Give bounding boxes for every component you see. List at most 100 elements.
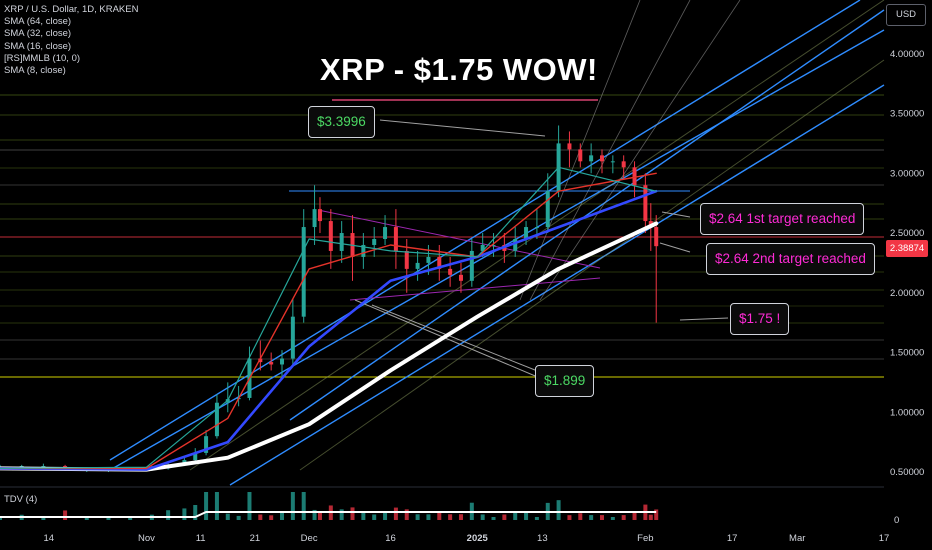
candle xyxy=(534,227,539,229)
volume-bar xyxy=(567,515,572,520)
volume-bar xyxy=(312,509,317,520)
volume-bar xyxy=(578,513,583,520)
candle xyxy=(567,143,572,150)
candle xyxy=(312,209,317,228)
callout-high: $3.3996 xyxy=(308,106,375,138)
volume-bar xyxy=(491,517,496,520)
candle xyxy=(372,239,377,245)
callout-connector xyxy=(679,317,729,321)
legend-sma32[interactable]: SMA (32, close) xyxy=(4,28,72,40)
sma-line xyxy=(0,221,659,472)
volume-bar xyxy=(556,500,561,520)
candle xyxy=(632,167,637,186)
moving-averages xyxy=(0,166,659,472)
callout-connector xyxy=(659,242,691,253)
volume-bar xyxy=(513,511,518,520)
candle xyxy=(545,191,550,228)
callout-target2: $2.64 2nd target reached xyxy=(706,243,875,275)
candle xyxy=(204,436,209,453)
volume-bar xyxy=(480,514,485,520)
volume-bar xyxy=(84,517,89,520)
trend-channel-line xyxy=(109,0,861,461)
candle xyxy=(599,155,604,162)
callout-connectors xyxy=(354,119,729,379)
candle xyxy=(621,161,626,168)
candle xyxy=(415,262,420,269)
candle xyxy=(524,227,529,239)
legend-sma64[interactable]: SMA (64, close) xyxy=(4,16,72,28)
candle xyxy=(458,274,463,281)
volume-bar xyxy=(610,517,615,520)
time-tick-label: 17 xyxy=(879,533,890,544)
candles xyxy=(0,125,659,473)
wedge-line xyxy=(317,209,601,269)
volume-bar xyxy=(236,515,241,520)
time-axis: 14 Nov 11 21 Dec 16 2025 13 Feb 17 Mar 17 xyxy=(44,533,890,544)
volume-bar xyxy=(214,492,219,520)
sma-line xyxy=(0,166,657,469)
volume-bar xyxy=(426,514,431,520)
volume-bar xyxy=(534,517,539,520)
legend-mmlb[interactable]: [RS]MMLB (10, 0) xyxy=(4,52,81,64)
candle xyxy=(193,452,198,461)
candle xyxy=(448,268,453,275)
candle xyxy=(437,256,442,269)
candle xyxy=(301,227,306,317)
legend-sma16[interactable]: SMA (16, close) xyxy=(4,40,72,52)
time-tick-label: Dec xyxy=(301,533,318,544)
volume-bar xyxy=(502,514,507,520)
volume-bar xyxy=(182,508,187,520)
candle xyxy=(610,161,615,163)
volume-bar xyxy=(193,505,198,520)
candle xyxy=(214,402,219,437)
fan-line xyxy=(529,0,691,301)
volume-bar xyxy=(621,515,626,520)
candle xyxy=(513,239,518,251)
trend-channel-line xyxy=(229,84,885,486)
volume-bar xyxy=(63,510,68,520)
time-tick-label: 16 xyxy=(385,533,396,544)
volume-bar xyxy=(404,509,409,520)
volume-bar xyxy=(258,514,263,520)
currency-button[interactable]: USD xyxy=(886,4,926,26)
price-tick-label: 3.00000 xyxy=(890,168,924,179)
callout-connector xyxy=(661,211,691,218)
wedge-line xyxy=(349,277,601,301)
candle xyxy=(361,244,366,257)
volume-bars xyxy=(0,486,884,520)
volume-bar xyxy=(589,515,594,520)
volume-bar xyxy=(599,515,604,520)
legend-symbol[interactable]: XRP / U.S. Dollar, 1D, KRAKEN xyxy=(4,4,139,15)
legend-sma8[interactable]: SMA (8, close) xyxy=(4,65,66,77)
indicator-legend: XRP / U.S. Dollar, 1D, KRAKEN SMA (64, c… xyxy=(4,4,138,77)
price-tick-label: 4.00000 xyxy=(890,49,924,60)
volume-bar xyxy=(648,514,653,520)
price-tick-label: 1.50000 xyxy=(890,348,924,359)
callout-low: $1.899 xyxy=(535,365,595,397)
candle xyxy=(269,362,274,365)
candle xyxy=(578,149,583,162)
volume-bar xyxy=(225,513,230,520)
price-tick-label: 2.50000 xyxy=(890,228,924,239)
volume-bar xyxy=(41,517,46,520)
volume-bar xyxy=(280,512,285,520)
volume-bar xyxy=(350,507,355,520)
volume-bar xyxy=(632,511,637,520)
price-axis: 0 4.00000 3.50000 3.00000 2.50000 2.00000 1.50… xyxy=(890,49,924,526)
candle xyxy=(654,227,659,247)
time-tick-label: Feb xyxy=(637,533,653,544)
volume-bar xyxy=(301,492,306,520)
candle xyxy=(491,244,496,246)
volume-bar xyxy=(269,515,274,520)
tdv-label: TDV (4) xyxy=(4,494,38,505)
candle xyxy=(328,221,333,251)
volume-bar xyxy=(458,514,463,520)
time-tick-label: 14 xyxy=(44,533,55,544)
volume-bar xyxy=(654,509,659,520)
volume-bar xyxy=(372,514,377,520)
callout-connector xyxy=(354,299,541,379)
callout-connector xyxy=(371,304,541,373)
fan-line xyxy=(539,0,741,301)
volume-bar xyxy=(393,507,398,520)
time-tick-label: 2025 xyxy=(467,533,489,544)
